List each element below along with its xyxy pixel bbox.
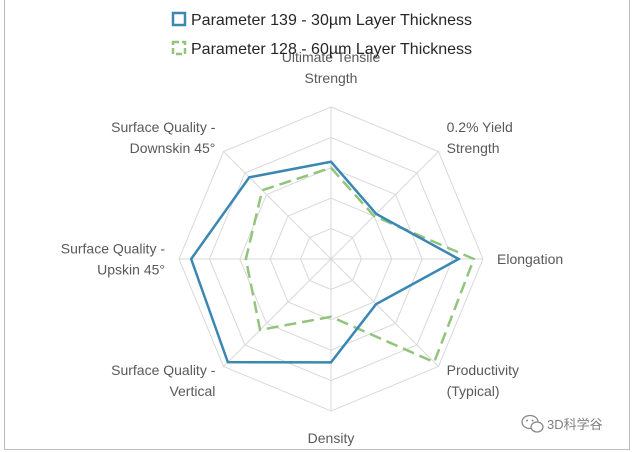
legend-item-series-1: Parameter 139 - 30µm Layer Thickness [171, 11, 472, 29]
axis-label-4-line-1: Productivity [447, 362, 519, 378]
axis-label-1-line-1: Ultimate Tensile [282, 49, 381, 65]
axis-label-6-line-1: Surface Quality - [111, 362, 216, 378]
axis-label-8-line-1: Surface Quality - [111, 119, 216, 135]
legend-swatch-series-2 [171, 40, 187, 56]
grid-spoke-6 [223, 258, 332, 367]
axis-label-5: Density [308, 430, 355, 446]
legend: Parameter 139 - 30µm Layer Thickness Par… [171, 11, 472, 58]
legend-label-series-2: Parameter 128 - 60µm Layer Thickness [191, 41, 472, 58]
watermark: 3D科学谷 [521, 414, 603, 433]
wechat-logo-icon [521, 414, 544, 433]
axis-label-7-line-2: Upskin 45° [97, 262, 165, 278]
axis-label-5-line-1: Density [308, 430, 355, 446]
axis-label-6: Surface Quality - Vertical [111, 362, 216, 399]
legend-item-series-2: Parameter 128 - 60µm Layer Thickness [171, 40, 472, 58]
chart-frame [4, 0, 630, 450]
axis-label-6-line-2: Vertical [169, 383, 215, 399]
grid-spoke-8 [223, 151, 332, 260]
axis-label-3: Elongation [497, 251, 563, 267]
grid-spoke-2 [330, 151, 439, 260]
axis-label-2: 0.2% Yield Strength [447, 119, 513, 156]
axis-labels: Ultimate Tensile Strength 0.2% Yield Streng… [61, 49, 563, 446]
radar-grid [178, 106, 484, 412]
axis-label-4-line-2: (Typical) [447, 383, 500, 399]
axis-label-8: Surface Quality - Downskin 45° [111, 119, 216, 156]
series-layer [189, 160, 476, 364]
legend-label-series-1: Parameter 139 - 30µm Layer Thickness [191, 12, 472, 29]
axis-label-3-line-1: Elongation [497, 251, 563, 267]
series-1-line [189, 160, 462, 364]
watermark-text: 3D科学谷 [547, 417, 603, 432]
axis-label-8-line-2: Downskin 45° [130, 140, 216, 156]
grid-spoke-4 [330, 258, 439, 367]
axis-label-2-line-2: Strength [447, 140, 500, 156]
axis-label-7: Surface Quality - Upskin 45° [61, 241, 166, 278]
axis-label-1-line-2: Strength [305, 70, 358, 86]
axis-label-4: Productivity (Typical) [447, 362, 519, 399]
axis-label-1: Ultimate Tensile Strength [282, 49, 381, 86]
axis-label-2-line-1: 0.2% Yield [447, 119, 513, 135]
axis-label-7-line-1: Surface Quality - [61, 241, 166, 257]
legend-swatch-series-1 [171, 11, 187, 27]
